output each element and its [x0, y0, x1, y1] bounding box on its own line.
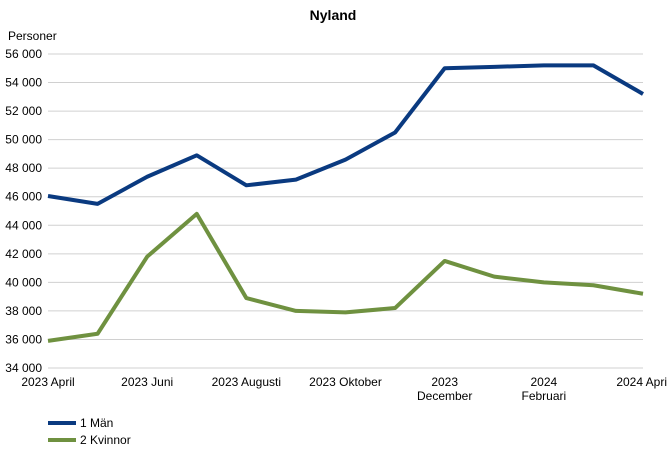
x-tick-label: 2023 April — [21, 375, 74, 389]
y-tick-label: 56 000 — [5, 47, 42, 61]
y-tick-label: 34 000 — [5, 361, 42, 375]
y-tick-label: 48 000 — [5, 161, 42, 175]
x-tick-label: 2024 Februari — [521, 375, 566, 403]
y-tick-label: 36 000 — [5, 332, 42, 346]
x-tick-label: 2023 Augusti — [212, 375, 281, 389]
y-tick-label: 42 000 — [5, 247, 42, 261]
y-tick-label: 46 000 — [5, 190, 42, 204]
y-tick-label: 44 000 — [5, 218, 42, 232]
x-tick-label: 2024 April — [616, 375, 667, 389]
y-tick-label: 52 000 — [5, 104, 42, 118]
y-tick-label: 38 000 — [5, 304, 42, 318]
x-tick-label: 2023 Oktober — [309, 375, 382, 389]
chart-title: Nyland — [310, 7, 357, 23]
y-axis-label: Personer — [8, 29, 57, 43]
line — [47, 211, 644, 343]
y-tick-label: 54 000 — [5, 76, 42, 90]
legend-label: 2 Kvinnor — [80, 433, 131, 447]
line — [47, 63, 644, 206]
y-tick-label: 40 000 — [5, 275, 42, 289]
y-tick-label: 50 000 — [5, 133, 42, 147]
legend-label: 1 Män — [80, 416, 113, 430]
x-tick-label: 2023 Juni — [121, 375, 173, 389]
x-tick-label: 2023 December — [417, 375, 472, 403]
